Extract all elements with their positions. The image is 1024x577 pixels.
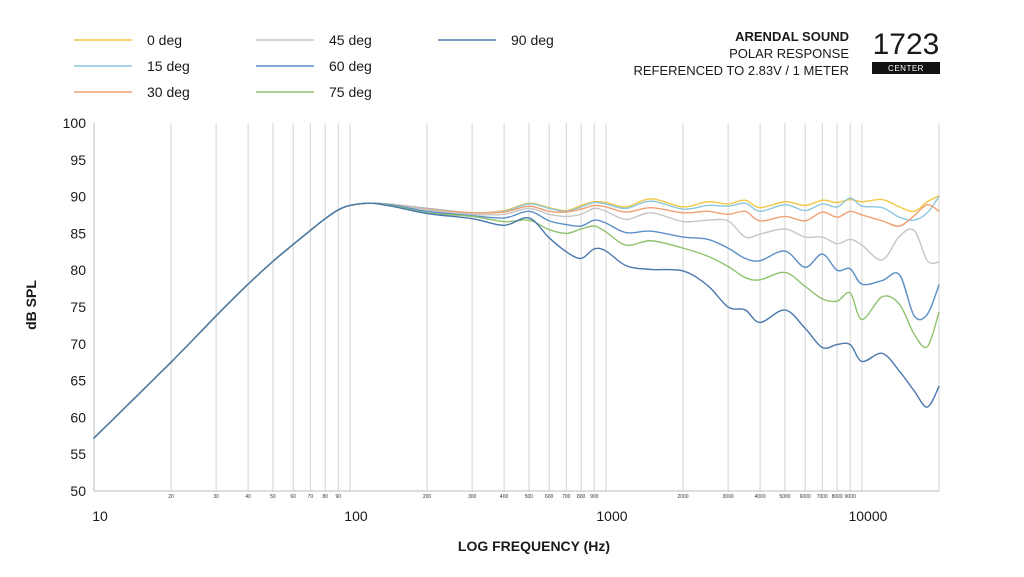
x-tick-label-minor: 7000 <box>817 494 828 500</box>
brand-name: ARENDAL SOUND <box>735 29 849 44</box>
header-block: ARENDAL SOUND POLAR RESPONSE REFERENCED … <box>633 28 940 78</box>
legend-label: 0 deg <box>147 32 182 48</box>
x-tick-label-minor: 80 <box>322 494 328 500</box>
x-tick-label-minor: 9000 <box>845 494 856 500</box>
series-line-90-deg <box>93 202 940 439</box>
y-tick-label: 90 <box>70 189 86 205</box>
y-tick-label: 60 <box>70 409 86 425</box>
x-tick-label-major: 10 <box>92 508 108 524</box>
x-tick-label-minor: 400 <box>500 494 509 500</box>
x-tick-label-minor: 800 <box>577 494 586 500</box>
y-tick-label: 70 <box>70 336 86 352</box>
x-tick-label-minor: 30 <box>213 494 219 500</box>
header-line-polar: POLAR RESPONSE <box>729 46 849 61</box>
series-line-15-deg <box>93 195 940 439</box>
series-line-0-deg <box>93 195 940 439</box>
series-line-60-deg <box>93 202 940 439</box>
y-tick-label: 75 <box>70 299 86 315</box>
y-axis-title: dB SPL <box>23 280 39 330</box>
model-number: 1723 <box>873 28 940 61</box>
x-axis-title: LOG FREQUENCY (Hz) <box>458 538 610 554</box>
x-tick-label-minor: 5000 <box>779 494 790 500</box>
legend-label: 30 deg <box>147 84 190 100</box>
series-line-45-deg <box>93 202 940 439</box>
x-tick-label-major: 100 <box>344 508 368 524</box>
legend-label: 45 deg <box>329 32 372 48</box>
series-line-30-deg <box>93 202 940 439</box>
x-tick-label-minor: 600 <box>545 494 554 500</box>
x-tick-label-minor: 50 <box>270 494 276 500</box>
legend-label: 75 deg <box>329 84 372 100</box>
x-tick-label-minor: 6000 <box>800 494 811 500</box>
x-tick-label-minor: 700 <box>562 494 571 500</box>
legend-label: 60 deg <box>329 58 372 74</box>
x-tick-label-minor: 4000 <box>755 494 766 500</box>
axes <box>93 123 939 492</box>
x-tick-label-minor: 2000 <box>677 494 688 500</box>
y-tick-label: 55 <box>70 446 86 462</box>
legend: 0 deg 15 deg 30 deg 45 deg 60 deg 75 deg 90 de… <box>74 32 554 100</box>
y-tick-label: 80 <box>70 262 86 278</box>
x-tick-label-minor: 500 <box>525 494 534 500</box>
x-tick-label-minor: 3000 <box>723 494 734 500</box>
series-lines <box>93 195 940 439</box>
x-tick-label-major: 10000 <box>848 508 887 524</box>
x-tick-label-minor: 200 <box>423 494 432 500</box>
x-tick-label-minor: 40 <box>245 494 251 500</box>
y-tick-label: 65 <box>70 373 86 389</box>
y-tick-label: 95 <box>70 152 86 168</box>
x-tick-label-minor: 70 <box>308 494 314 500</box>
header-line-reference: REFERENCED TO 2.83V / 1 METER <box>633 63 849 78</box>
badge-label: CENTER <box>888 64 924 73</box>
y-tick-label: 85 <box>70 225 86 241</box>
series-line-75-deg <box>93 202 940 439</box>
x-tick-label-minor: 60 <box>290 494 296 500</box>
legend-label: 15 deg <box>147 58 190 74</box>
x-tick-labels: 10 100 1000 10000 20 30 40 50 60 70 80 90 200 300 400 5… <box>92 494 887 524</box>
x-tick-label-minor: 20 <box>168 494 174 500</box>
x-tick-label-minor: 8000 <box>832 494 843 500</box>
x-tick-label-minor: 300 <box>468 494 477 500</box>
x-tick-label-major: 1000 <box>596 508 627 524</box>
badge-background <box>872 62 940 74</box>
y-tick-labels: 50 55 60 65 70 75 80 85 90 95 100 <box>63 115 87 499</box>
x-tick-label-minor: 900 <box>590 494 599 500</box>
y-tick-label: 50 <box>70 483 86 499</box>
legend-label: 90 deg <box>511 32 554 48</box>
x-tick-label-minor: 90 <box>335 494 341 500</box>
vertical-grid <box>170 123 940 491</box>
y-tick-label: 100 <box>63 115 87 131</box>
